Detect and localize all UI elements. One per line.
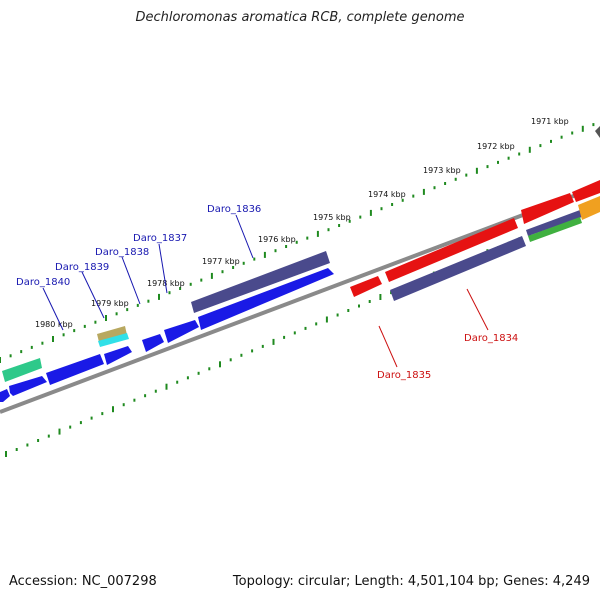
gene-arrow[interactable]: [521, 193, 574, 224]
reverse-label-leaders: [378, 288, 489, 368]
gene-arrow[interactable]: [46, 354, 104, 385]
gene-arrow[interactable]: [98, 333, 129, 347]
gene-arrow[interactable]: [595, 126, 600, 138]
tick-label: 1971 kbp: [531, 117, 569, 126]
gene-arrow[interactable]: [2, 358, 42, 382]
gene-label-daro-1835[interactable]: Daro_1835: [377, 370, 431, 381]
gene-arrow[interactable]: [390, 236, 526, 301]
gene-features: [0, 126, 600, 402]
gene-label-daro-1838[interactable]: Daro_1838: [95, 247, 149, 258]
gene-arrow[interactable]: [198, 268, 334, 330]
gene-label-daro-1840[interactable]: Daro_1840: [16, 277, 70, 288]
outer-scale-track: [0, 123, 595, 363]
gene-arrow[interactable]: [572, 180, 600, 202]
gene-arrow[interactable]: [97, 326, 127, 342]
tick-label: 1980 kbp: [35, 320, 73, 329]
gene-label-daro-1836[interactable]: Daro_1836: [207, 204, 261, 215]
gene-arrow[interactable]: [142, 334, 164, 352]
gene-arrow[interactable]: [191, 251, 330, 313]
gene-arrow[interactable]: [0, 389, 10, 402]
tick-label: 1977 kbp: [202, 257, 240, 266]
gene-arrow[interactable]: [104, 346, 132, 365]
tick-label: 1973 kbp: [423, 166, 461, 175]
gene-arrow[interactable]: [9, 376, 47, 396]
tick-label: 1975 kbp: [313, 213, 351, 222]
genome-info-text: Topology: circular; Length: 4,501,104 bp…: [232, 574, 590, 589]
gene-arrow[interactable]: [526, 210, 582, 236]
gene-label-daro-1837[interactable]: Daro_1837: [133, 233, 187, 244]
backbone-line: [0, 184, 600, 414]
inner-scale-track: [5, 204, 596, 457]
tick-label: 1976 kbp: [258, 235, 296, 244]
gene-arrow[interactable]: [350, 276, 382, 297]
gene-label-daro-1834[interactable]: Daro_1834: [464, 333, 518, 344]
gene-arrow[interactable]: [578, 196, 600, 220]
forward-label-leaders: [42, 214, 254, 331]
gene-arrow[interactable]: [528, 217, 582, 242]
map-title: Dechloromonas aromatica RCB, complete ge…: [135, 10, 465, 25]
tick-label: 1979 kbp: [91, 299, 129, 308]
tick-label: 1972 kbp: [477, 142, 515, 151]
gene-arrow[interactable]: [385, 218, 518, 282]
tick-label: 1974 kbp: [368, 190, 406, 199]
gene-arrow[interactable]: [164, 320, 199, 343]
accession-text: Accession: NC_007298: [9, 574, 157, 589]
gene-label-daro-1839[interactable]: Daro_1839: [55, 262, 109, 273]
